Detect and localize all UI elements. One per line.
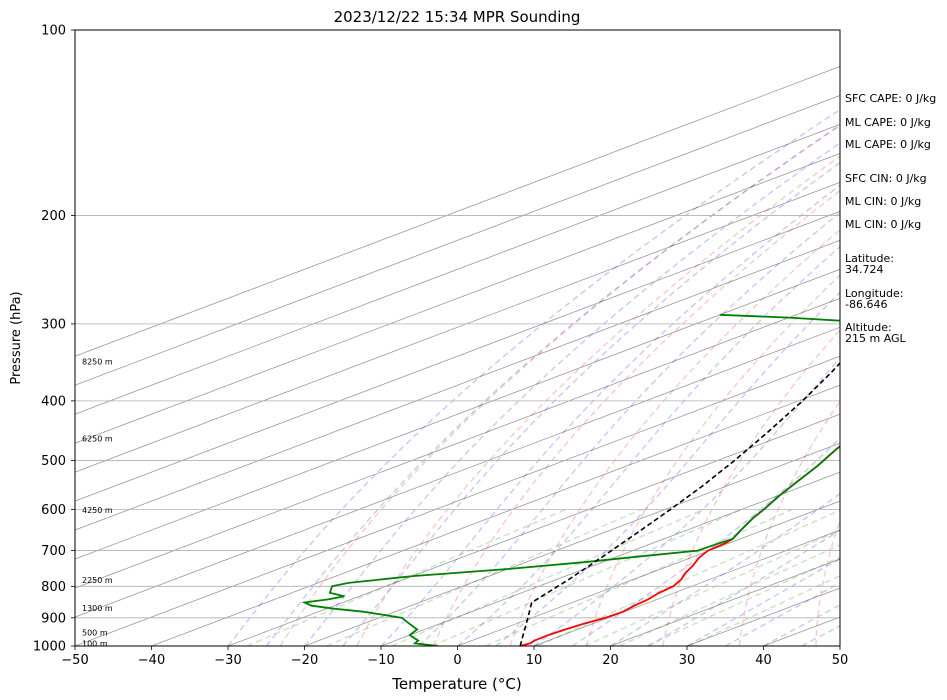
sfc-cape-label: SFC CAPE: 0 J/kg bbox=[845, 92, 937, 105]
moist-adiabat-line bbox=[648, 529, 840, 646]
y-axis-label: Pressure (hPa) bbox=[9, 291, 24, 384]
ml-cin-label-2: ML CIN: 0 J/kg bbox=[845, 218, 922, 231]
height-label: 8250 m bbox=[82, 357, 113, 366]
y-tick-label: 200 bbox=[41, 209, 66, 224]
ml-cape-label: ML CAPE: 0 J/kg bbox=[845, 116, 931, 129]
dry-adiabat-line bbox=[662, 328, 840, 646]
dry-adiabat-line bbox=[356, 155, 840, 646]
y-tick-label: 800 bbox=[41, 580, 66, 595]
isotherm-line bbox=[75, 355, 840, 646]
longitude-label: Longitude: -86.646 bbox=[845, 287, 904, 311]
x-tick-label: −50 bbox=[61, 653, 88, 668]
isotherm-line bbox=[75, 268, 840, 560]
x-tick-label: 10 bbox=[526, 653, 543, 668]
y-tick-label: 500 bbox=[41, 454, 66, 469]
moist-adiabat-line bbox=[265, 124, 840, 646]
pressure-gridlines bbox=[75, 29, 840, 647]
height-label: 4250 m bbox=[82, 506, 113, 515]
background-lines bbox=[75, 66, 840, 646]
isotherm-line bbox=[75, 95, 840, 386]
isotherm-line bbox=[227, 413, 840, 646]
x-tick-label: 0 bbox=[453, 653, 461, 668]
moist-adiabat-line bbox=[533, 357, 840, 646]
mixing-ratio-line bbox=[432, 508, 743, 646]
dry-adiabat-line bbox=[432, 189, 840, 646]
x-axis-ticks: −50 −40 −30 −20 −10 0 10 20 30 40 50 bbox=[61, 646, 848, 668]
moist-adiabat-line bbox=[495, 291, 840, 646]
x-tick-label: 50 bbox=[832, 653, 849, 668]
isotherm-line bbox=[75, 239, 840, 531]
isotherm-line bbox=[304, 442, 840, 646]
isotherm-line bbox=[380, 471, 840, 646]
mixing-ratio-line bbox=[391, 508, 705, 646]
moist-adiabat-line bbox=[227, 108, 840, 646]
mixing-ratio-line bbox=[326, 508, 643, 646]
ml-cin-label: ML CIN: 0 J/kg bbox=[845, 195, 922, 208]
height-labels: 100 m 500 m 1300 m 2250 m 4250 m 6250 m 8250 m bbox=[82, 357, 113, 648]
moist-adiabat-line bbox=[303, 142, 840, 646]
isotherm-line bbox=[533, 529, 840, 646]
chart-title: 2023/12/22 15:34 MPR Sounding bbox=[334, 8, 581, 26]
moist-adiabat-line bbox=[724, 582, 840, 646]
dry-adiabat-line bbox=[509, 228, 840, 646]
sfc-cin-label: SFC CIN: 0 J/kg bbox=[845, 172, 927, 185]
mixing-ratio-line bbox=[485, 508, 794, 646]
isotherm-line bbox=[75, 181, 840, 473]
height-label: 100 m bbox=[82, 639, 108, 648]
isotherm-line bbox=[75, 326, 840, 618]
x-tick-label: −30 bbox=[214, 653, 241, 668]
isotherm-line bbox=[75, 297, 840, 589]
x-tick-label: −40 bbox=[138, 653, 165, 668]
isotherm-line bbox=[457, 500, 840, 646]
dry-adiabat-line bbox=[585, 274, 840, 646]
y-tick-label: 300 bbox=[41, 317, 66, 332]
y-axis-ticks: 100 200 300 400 500 600 700 800 900 1000 bbox=[33, 24, 75, 655]
y-tick-label: 400 bbox=[41, 394, 66, 409]
isotherm-line bbox=[75, 152, 840, 444]
moist-adiabat-line bbox=[457, 245, 840, 646]
x-tick-label: 30 bbox=[679, 653, 696, 668]
height-label: 500 m bbox=[82, 628, 108, 637]
isotherm-line bbox=[75, 66, 840, 357]
height-label: 1300 m bbox=[82, 604, 113, 613]
series-layer bbox=[301, 313, 840, 646]
isotherm-line bbox=[151, 384, 840, 646]
y-tick-label: 700 bbox=[41, 544, 66, 559]
dry-adiabat-line bbox=[815, 518, 840, 646]
x-tick-label: −10 bbox=[367, 653, 394, 668]
height-label: 2250 m bbox=[82, 576, 113, 585]
mixing-ratio-line bbox=[246, 508, 567, 646]
y-tick-label: 900 bbox=[41, 611, 66, 626]
dry-adiabat-line bbox=[738, 400, 840, 646]
isotherm-line bbox=[75, 210, 840, 502]
x-tick-label: −20 bbox=[291, 653, 318, 668]
latitude-label: Latitude: 34.724 bbox=[845, 252, 894, 276]
dewpoint-line bbox=[301, 313, 840, 646]
moist-adiabat-line bbox=[342, 161, 840, 646]
plot-frame bbox=[74, 29, 841, 647]
altitude-label: Altitude: 215 m AGL bbox=[845, 321, 906, 345]
height-label: 6250 m bbox=[82, 434, 113, 443]
y-tick-label: 600 bbox=[41, 503, 66, 518]
moist-adiabat-line bbox=[418, 211, 840, 646]
ml-cape-label-2: ML CAPE: 0 J/kg bbox=[845, 138, 931, 151]
x-axis-label: Temperature (°C) bbox=[391, 675, 521, 693]
moist-adiabat-line bbox=[610, 492, 840, 646]
isotherm-line bbox=[75, 123, 840, 415]
x-tick-label: 20 bbox=[602, 653, 619, 668]
x-tick-label: 40 bbox=[755, 653, 772, 668]
y-tick-label: 1000 bbox=[33, 640, 66, 655]
y-tick-label: 100 bbox=[41, 24, 66, 39]
parcel-line bbox=[519, 361, 840, 646]
